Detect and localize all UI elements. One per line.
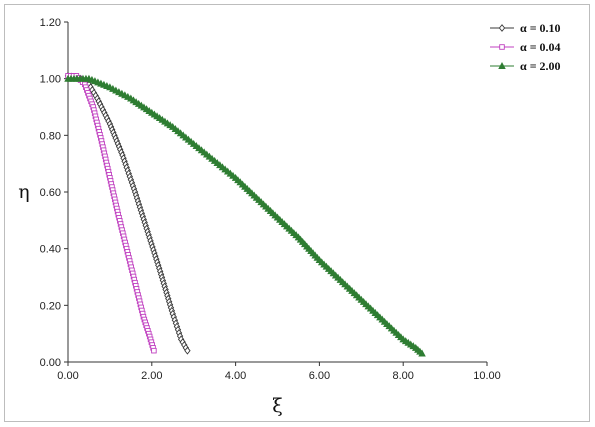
x-tick-label: 6.00 <box>309 370 330 382</box>
x-tick-label: 2.00 <box>141 370 162 382</box>
x-tick-label: 0.00 <box>57 370 78 382</box>
legend-entry-1: α = 0.04 <box>490 40 561 54</box>
chart-frame <box>4 4 590 422</box>
legend-marker <box>498 62 506 70</box>
legend-label: α = 2.00 <box>520 59 561 73</box>
x-tick-label: 4.00 <box>225 370 246 382</box>
y-tick-label: 0.80 <box>40 130 61 142</box>
axes <box>67 22 487 363</box>
legend-marker <box>498 24 506 32</box>
data-point <box>151 347 157 354</box>
data-point <box>418 349 426 357</box>
ticks: 0.00 2.00 4.00 6.00 8.00 10.00 0.00 0.20 0.40 0.6… <box>40 17 501 382</box>
y-axis-label: η <box>18 181 29 203</box>
data-point <box>184 346 191 355</box>
y-tick-label: 0.00 <box>40 357 61 369</box>
x-tick-label: 8.00 <box>392 370 413 382</box>
legend-marker <box>499 44 505 50</box>
series-1 <box>65 73 157 354</box>
legend-label: α = 0.10 <box>520 21 561 35</box>
x-axis-label: ξ <box>272 395 282 417</box>
y-tick-label: 1.00 <box>40 74 61 86</box>
legend-entry-0: α = 0.10 <box>490 21 561 35</box>
x-tick-label: 10.00 <box>473 370 501 382</box>
legend-label: α = 0.04 <box>520 40 561 54</box>
y-tick-label: 0.40 <box>40 244 61 256</box>
legend-entry-2: α = 2.00 <box>490 59 561 73</box>
y-tick-label: 1.20 <box>40 17 61 29</box>
series-2 <box>64 74 426 357</box>
series-group <box>64 71 426 357</box>
series-0 <box>64 71 191 355</box>
y-tick-label: 0.20 <box>40 300 61 312</box>
legend: α = 0.10 α = 0.04 α = 2.00 <box>490 21 561 73</box>
y-tick-label: 0.60 <box>40 187 61 199</box>
